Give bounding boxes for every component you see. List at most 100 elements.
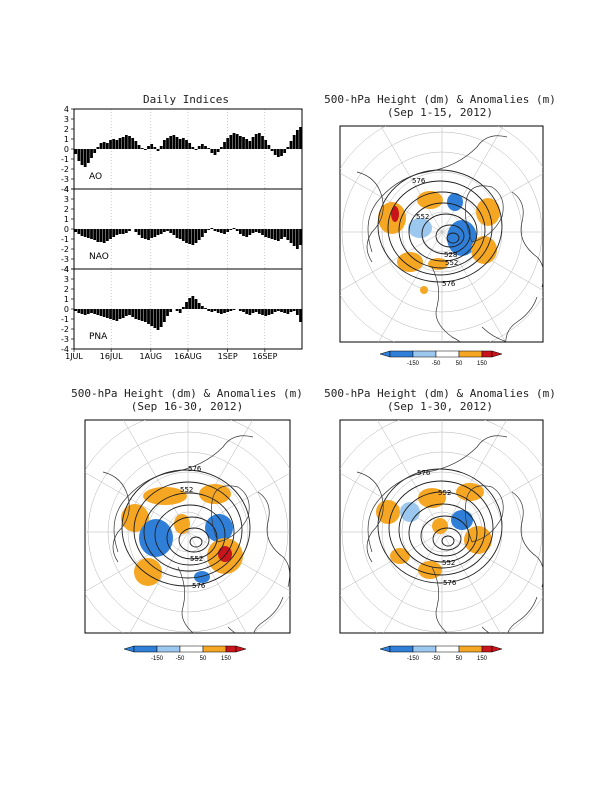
bar: [276, 229, 280, 241]
bar: [248, 141, 252, 149]
positive-anomaly: [121, 504, 149, 532]
bar: [194, 229, 198, 243]
bar: [235, 229, 239, 231]
bar: [153, 229, 157, 237]
bar: [251, 229, 255, 233]
bar: [140, 309, 144, 321]
coastline: [465, 485, 504, 543]
bar: [235, 134, 239, 149]
negative-anomaly: [451, 510, 473, 530]
bar: [197, 146, 201, 149]
map-content: 576 552 552 576: [340, 420, 543, 633]
bar: [162, 309, 166, 322]
bar: [118, 138, 122, 149]
bar: [134, 141, 138, 149]
bar: [86, 309, 90, 314]
bar: [232, 133, 236, 149]
bar: [147, 146, 150, 149]
bar: [242, 309, 245, 312]
y-tick-label: -4: [61, 345, 69, 354]
bar: [299, 229, 302, 245]
bar: [261, 136, 264, 149]
bar: [105, 143, 109, 149]
bar: [188, 298, 192, 309]
bar: [169, 309, 173, 312]
bar: [124, 309, 128, 316]
bar: [175, 229, 179, 238]
bar: [200, 144, 204, 149]
bar: [289, 229, 293, 243]
bar: [115, 140, 119, 149]
meridian: [441, 231, 506, 342]
coastline: [465, 185, 504, 243]
bar: [188, 229, 192, 244]
y-tick-label: -4: [61, 265, 69, 274]
contour-label: 552: [190, 555, 203, 563]
coastline: [431, 566, 538, 633]
bar: [245, 139, 249, 149]
bar: [109, 309, 112, 319]
map-content: 576 552 552 576: [85, 420, 290, 633]
meridian: [340, 531, 443, 592]
y-tick-label: 1: [64, 215, 69, 224]
map-panel-sep16-30: 500-hPa Height (dm) & Anomalies (m) (Sep…: [71, 387, 303, 662]
bar: [200, 229, 204, 237]
y-tick-label: 1: [64, 135, 69, 144]
bar: [273, 149, 277, 155]
bar: [283, 309, 287, 313]
y-tick-label: 4: [64, 185, 69, 194]
bar: [74, 229, 78, 232]
bar: [286, 309, 290, 314]
bar: [185, 229, 188, 243]
bar: [134, 229, 138, 232]
y-tick-label: 3: [64, 275, 69, 284]
y-tick-label: -1: [61, 315, 69, 324]
bar: [128, 136, 131, 149]
bar: [213, 309, 217, 311]
meridian: [340, 231, 443, 292]
colorbar-label: 50: [456, 656, 463, 662]
bar: [83, 309, 87, 315]
bar: [276, 149, 280, 157]
positive-anomaly: [432, 518, 448, 534]
map-title-line1: 500-hPa Height (dm) & Anomalies (m): [71, 387, 303, 400]
bar: [292, 229, 296, 246]
bar: [166, 229, 169, 231]
coastline: [356, 471, 384, 563]
meridian: [377, 420, 443, 533]
bar: [115, 309, 119, 321]
bar: [96, 147, 100, 149]
bar: [185, 140, 188, 149]
bar: [223, 142, 226, 149]
bar: [286, 229, 290, 240]
bar: [80, 149, 84, 165]
y-tick-label: 2: [64, 125, 69, 134]
bar: [121, 137, 125, 149]
y-tick-label: 2: [64, 285, 69, 294]
bar: [156, 229, 160, 235]
bar: [197, 303, 201, 309]
bar: [188, 143, 192, 149]
bar: [251, 137, 255, 149]
bar: [109, 140, 112, 149]
coastline: [511, 491, 543, 588]
bar: [86, 229, 90, 238]
meridian: [187, 531, 290, 592]
positive-anomaly: [397, 252, 423, 272]
bar: [169, 136, 173, 149]
bar: [283, 229, 287, 237]
meridian: [380, 126, 443, 233]
bar: [229, 229, 233, 230]
meridian: [441, 531, 543, 591]
map-title-line1: 500-hPa Height (dm) & Anomalies (m): [324, 387, 556, 400]
bar: [292, 135, 296, 149]
bar: [226, 138, 230, 149]
colorbar-label: -50: [432, 656, 441, 662]
bar: [153, 309, 157, 328]
y-tick-label: 0: [64, 225, 69, 234]
negative-anomaly: [194, 571, 210, 583]
x-tick-label: 1SEP: [218, 352, 238, 361]
bar: [257, 229, 261, 233]
y-tick-label: -3: [61, 335, 69, 344]
bar: [207, 309, 211, 311]
